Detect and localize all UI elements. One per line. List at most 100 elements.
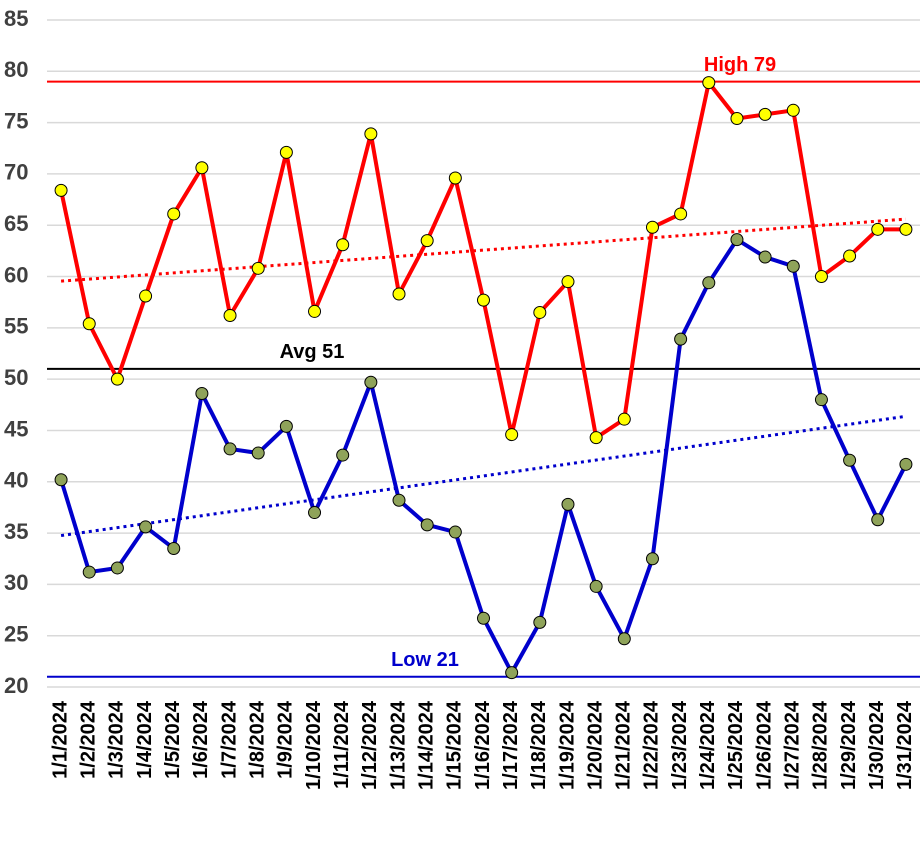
data-point	[505, 428, 519, 442]
data-point	[899, 457, 913, 471]
x-tick-label: 1/10/2024	[303, 700, 325, 790]
data-point	[167, 541, 181, 555]
x-tick-label: 1/14/2024	[415, 700, 437, 790]
x-tick-label: 1/18/2024	[528, 700, 550, 790]
x-tick-label: 1/29/2024	[838, 700, 860, 790]
data-point	[758, 250, 772, 264]
y-tick-label: 25	[4, 622, 28, 647]
x-tick-label: 1/19/2024	[556, 700, 578, 790]
data-point	[420, 234, 434, 248]
data-point	[223, 309, 237, 323]
data-point	[674, 332, 688, 346]
x-tick-label: 1/23/2024	[669, 700, 691, 790]
x-tick-label: 1/30/2024	[866, 700, 888, 790]
data-point	[871, 222, 885, 236]
y-tick-label: 30	[4, 570, 28, 595]
x-tick-label: 1/16/2024	[472, 700, 494, 790]
x-tick-label: 1/27/2024	[782, 700, 804, 790]
x-tick-label: 1/7/2024	[218, 700, 240, 779]
data-point	[477, 293, 490, 307]
data-point	[82, 565, 96, 579]
data-point	[589, 579, 603, 593]
data-point	[702, 76, 716, 90]
data-point	[645, 220, 659, 234]
x-tick-label: 1/15/2024	[444, 700, 466, 790]
data-point	[336, 448, 350, 462]
x-tick-label: 1/24/2024	[697, 700, 719, 790]
reference-label: High 79	[704, 54, 776, 76]
data-point	[110, 372, 124, 386]
trendline	[60, 414, 907, 538]
data-point	[589, 431, 603, 445]
y-tick-label: 85	[4, 6, 28, 31]
data-point	[167, 207, 181, 221]
data-point	[54, 473, 68, 487]
data-point	[139, 289, 153, 303]
data-point	[392, 493, 406, 507]
y-tick-label: 45	[4, 416, 28, 441]
data-point	[195, 387, 209, 401]
data-point	[54, 183, 68, 197]
x-tick-label: 1/20/2024	[584, 700, 606, 790]
data-point	[308, 304, 322, 318]
data-point	[814, 393, 828, 407]
data-point	[195, 161, 209, 175]
data-point	[843, 453, 857, 467]
data-point	[448, 171, 462, 185]
y-tick-label: 50	[4, 365, 28, 390]
y-tick-label: 80	[4, 57, 28, 82]
data-point	[139, 520, 153, 534]
data-point	[758, 107, 772, 121]
data-point	[308, 506, 322, 520]
data-point	[561, 275, 575, 289]
data-point	[561, 497, 575, 511]
data-point	[899, 222, 913, 236]
data-point	[786, 103, 800, 117]
data-point	[279, 145, 293, 159]
data-point	[645, 552, 659, 566]
data-point	[82, 317, 96, 331]
data-point	[702, 276, 716, 290]
y-tick-label: 65	[4, 211, 28, 236]
x-tick-label: 1/9/2024	[275, 700, 297, 779]
data-point	[420, 518, 434, 532]
x-tick-label: 1/1/2024	[49, 700, 71, 779]
data-point	[223, 442, 237, 456]
x-tick-label: 1/12/2024	[359, 700, 381, 790]
x-tick-label: 1/22/2024	[641, 700, 663, 790]
x-tick-label: 1/25/2024	[725, 700, 747, 790]
x-tick-label: 1/5/2024	[162, 700, 184, 779]
y-tick-label: 70	[4, 160, 28, 185]
reference-label: Avg 51	[280, 341, 345, 363]
trendline	[60, 217, 907, 283]
data-point	[843, 249, 857, 263]
x-tick-label: 1/4/2024	[134, 700, 156, 779]
data-point	[617, 632, 631, 646]
x-tick-label: 1/31/2024	[894, 700, 916, 790]
x-tick-label: 1/17/2024	[500, 700, 522, 790]
y-tick-label: 20	[4, 673, 28, 698]
data-point	[279, 419, 293, 433]
x-tick-label: 1/13/2024	[387, 700, 409, 790]
data-point	[533, 305, 547, 319]
data-point	[336, 238, 350, 252]
x-tick-label: 1/2/2024	[78, 700, 100, 779]
data-point	[814, 270, 828, 284]
data-point	[786, 259, 800, 273]
x-tick-label: 1/21/2024	[613, 700, 635, 790]
data-point	[448, 525, 462, 539]
y-tick-label: 40	[4, 468, 28, 493]
y-tick-label: 35	[4, 519, 28, 544]
data-point	[505, 666, 519, 680]
data-point	[533, 615, 547, 629]
data-point	[730, 233, 744, 247]
x-tick-label: 1/26/2024	[753, 700, 775, 790]
x-tick-label: 1/11/2024	[331, 700, 353, 789]
data-point	[477, 611, 490, 625]
data-point	[674, 207, 688, 221]
x-tick-label: 1/8/2024	[246, 700, 268, 779]
data-point	[871, 513, 885, 527]
y-tick-label: 60	[4, 262, 28, 287]
x-tick-label: 1/28/2024	[810, 700, 832, 790]
data-point	[110, 561, 124, 575]
